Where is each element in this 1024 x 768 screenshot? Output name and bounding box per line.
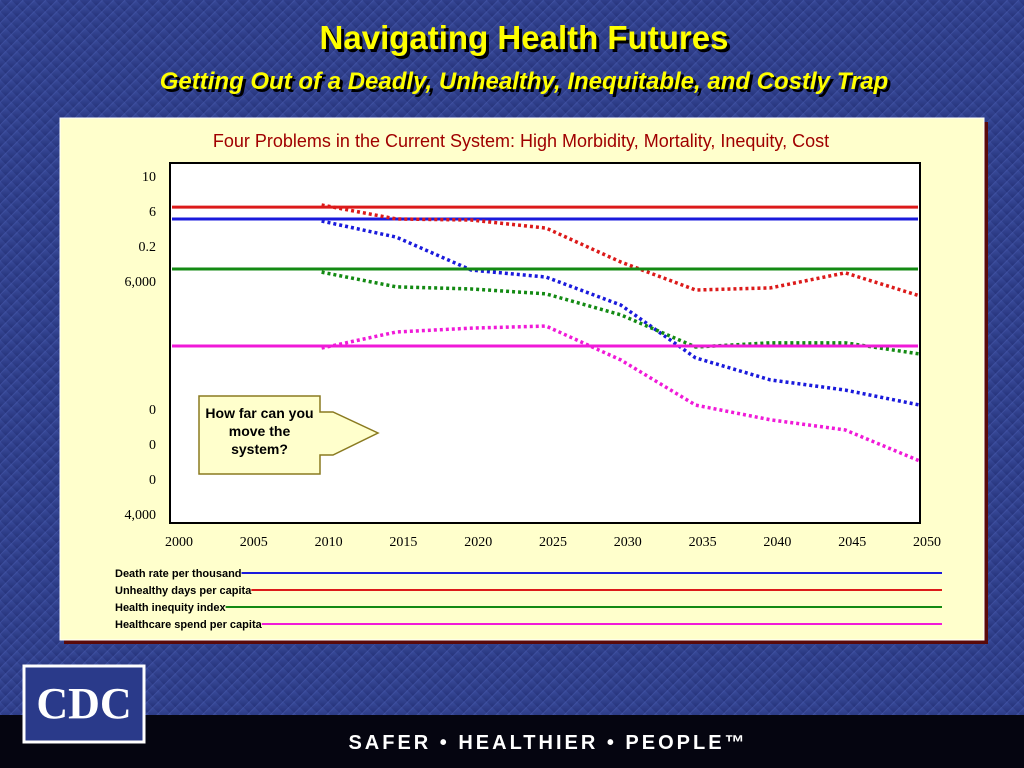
- annotation: How far can you move the system?: [205, 405, 314, 457]
- x-tick-label: 2020: [464, 535, 492, 550]
- title: Navigating Health Futures: [320, 19, 729, 56]
- x-tick-label: 2010: [315, 535, 343, 550]
- y-tick-label: 6: [149, 205, 156, 220]
- x-tick-label: 2030: [614, 535, 642, 550]
- projection-line: [321, 203, 921, 298]
- x-tick-label: 2045: [838, 535, 866, 550]
- x-tick-label: 2005: [240, 535, 268, 550]
- projection-line: [321, 324, 921, 463]
- x-tick-label: 2050: [913, 535, 941, 550]
- y-tick-label: 0: [149, 438, 156, 453]
- subtitle: Getting Out of a Deadly, Unhealthy, Ineq…: [160, 68, 889, 95]
- footer-text: SAFER • HEALTHIER • PEOPLE™: [348, 732, 747, 754]
- x-tick-label: 2040: [763, 535, 791, 550]
- footer-bar: [0, 715, 1024, 768]
- legend-label: Unhealthy days per capita: [115, 585, 252, 597]
- title-shadow: Navigating Health Futures: [323, 22, 732, 59]
- legend-label: Health inequity index: [115, 602, 227, 614]
- subtitle-shadow: Getting Out of a Deadly, Unhealthy, Ineq…: [163, 71, 892, 98]
- projection-line: [321, 219, 921, 407]
- y-tick-label: 4,000: [125, 508, 157, 523]
- y-tick-label: 0: [149, 403, 156, 418]
- legend-label: Healthcare spend per capita: [115, 619, 263, 631]
- y-tick-label: 10: [142, 170, 156, 185]
- annotation-holder: How far can you move the system?: [205, 405, 314, 457]
- annotation-box: [198, 395, 380, 475]
- y-tick-label: 0.2: [139, 240, 157, 255]
- chart-title: Four Problems in the Current System: Hig…: [213, 131, 829, 151]
- legend-label: Death rate per thousand: [115, 568, 242, 580]
- x-tick-label: 2025: [539, 535, 567, 550]
- x-tick-label: 2035: [689, 535, 717, 550]
- y-tick-label: 6,000: [125, 275, 157, 290]
- x-tick-label: 2015: [389, 535, 417, 550]
- logo-box: [22, 664, 146, 744]
- logo: CDC: [36, 679, 131, 728]
- y-tick-label: 0: [149, 473, 156, 488]
- x-tick-label: 2000: [165, 535, 193, 550]
